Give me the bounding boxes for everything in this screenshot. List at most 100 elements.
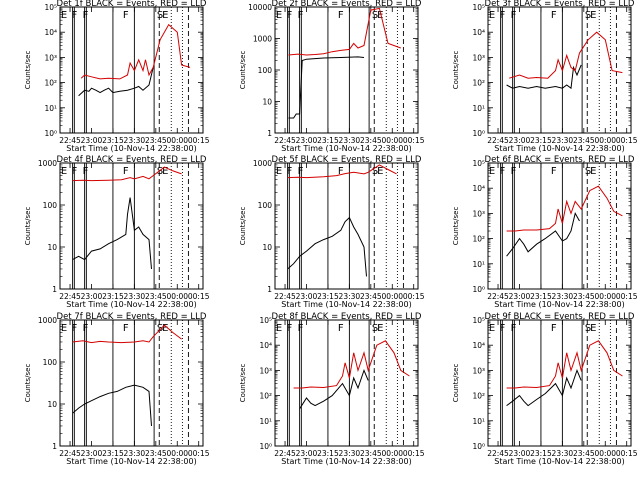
x-tick-label: 00:00 [594, 292, 616, 301]
y-tick-label: 100 [43, 201, 58, 210]
event-marker-letter: F [298, 166, 304, 177]
events-series-line [78, 67, 154, 97]
event-marker-letter: E [61, 166, 67, 177]
event-marker-letter: E [61, 323, 67, 334]
x-tick-label: 00:15 [403, 136, 425, 145]
event-marker-letter: E [276, 166, 282, 177]
x-axis-label: Start Time (10-Nov-14 22:38:00) [281, 144, 411, 153]
x-tick-label: 00:15 [616, 449, 638, 458]
event-marker-letter: F [286, 10, 292, 21]
y-tick-label: 10¹ [44, 104, 57, 113]
y-tick-label: 10⁰ [44, 129, 57, 138]
event-marker-letter: F [71, 166, 77, 177]
lld-series-line [506, 340, 623, 389]
event-marker-letter: E [377, 323, 383, 334]
lld-series-line [506, 185, 623, 232]
lld-series-line [288, 7, 401, 56]
x-tick-label: 23:45 [573, 136, 595, 145]
event-marker-letter: E [489, 166, 495, 177]
x-axis-label: Start Time (10-Nov-14 22:38:00) [494, 457, 624, 466]
event-marker-letter: F [499, 10, 505, 21]
event-marker-letter: F [499, 323, 505, 334]
lld-series-line [287, 164, 397, 179]
y-tick-label: 10⁵ [472, 3, 485, 12]
x-tick-label: 00:00 [594, 136, 616, 145]
panel-title: Det 1f BLACK = Events, RED = LLD [57, 0, 207, 9]
event-marker-letter: F [83, 166, 89, 177]
y-tick-label: 10¹ [472, 104, 485, 113]
event-marker-letter: E [489, 10, 495, 21]
y-tick-label: 10³ [472, 366, 485, 375]
x-axis-label: Start Time (10-Nov-14 22:38:00) [281, 457, 411, 466]
y-tick-label: 10¹ [472, 417, 485, 426]
x-tick-label: 22:45 [59, 449, 81, 458]
x-tick-label: 23:30 [124, 292, 146, 301]
y-tick-label: 10³ [472, 209, 485, 218]
plot-frame [59, 162, 204, 290]
y-tick-label: 1 [52, 442, 57, 451]
event-marker-letter: F [298, 10, 304, 21]
y-tick-label: 10² [259, 392, 272, 401]
x-tick-label: 00:15 [188, 292, 210, 301]
event-marker-letter: F [123, 166, 129, 177]
plot-frame [274, 319, 419, 447]
x-tick-label: 22:45 [59, 136, 81, 145]
event-marker-letter: E [377, 10, 383, 21]
y-tick-label: 1 [267, 129, 272, 138]
x-tick-label: 23:30 [124, 136, 146, 145]
event-marker-letter: F [511, 323, 517, 334]
x-tick-label: 23:00 [81, 292, 103, 301]
y-tick-label: 1 [52, 285, 57, 294]
plot-frame [487, 6, 632, 134]
x-tick-label: 23:15 [530, 449, 552, 458]
x-axis-label: Start Time (10-Nov-14 22:38:00) [281, 300, 411, 309]
y-tick-label: 100 [43, 358, 58, 367]
y-tick-label: 10³ [44, 53, 57, 62]
x-tick-label: 23:15 [102, 136, 124, 145]
event-marker-letter: S [157, 166, 163, 177]
x-tick-label: 23:15 [530, 136, 552, 145]
event-marker-letter: S [372, 10, 378, 21]
event-marker-letter: S [585, 10, 591, 21]
event-marker-letter: F [338, 323, 344, 334]
y-tick-label: 1000 [253, 35, 272, 44]
events-series-line [288, 56, 365, 119]
y-tick-label: 10¹ [472, 260, 485, 269]
y-axis-label: Counts/sec [24, 364, 32, 403]
x-tick-label: 23:15 [317, 136, 339, 145]
event-marker-letter: F [338, 10, 344, 21]
y-tick-label: 10³ [259, 366, 272, 375]
lld-series-line [80, 23, 191, 80]
x-tick-label: 23:00 [81, 136, 103, 145]
x-axis-label: Start Time (10-Nov-14 22:38:00) [66, 144, 196, 153]
plot-frame [59, 6, 204, 134]
y-tick-label: 10⁰ [472, 442, 485, 451]
x-tick-label: 23:00 [296, 449, 318, 458]
x-tick-label: 00:15 [616, 136, 638, 145]
events-series-line [287, 216, 367, 277]
plot-frame [487, 319, 632, 447]
x-tick-label: 00:00 [381, 136, 403, 145]
x-tick-label: 23:45 [145, 449, 167, 458]
x-tick-label: 00:00 [594, 449, 616, 458]
lld-series-line [293, 340, 410, 389]
y-axis-label: Counts/sec [452, 207, 460, 246]
y-tick-label: 100 [258, 201, 273, 210]
y-tick-label: 1000 [38, 316, 57, 325]
events-series-line [72, 384, 152, 427]
x-tick-label: 23:30 [552, 292, 574, 301]
events-series-line [506, 212, 580, 257]
x-tick-label: 23:15 [102, 292, 124, 301]
x-tick-label: 23:45 [573, 449, 595, 458]
y-tick-label: 10⁴ [472, 341, 485, 350]
x-tick-label: 23:15 [530, 292, 552, 301]
events-series-line [506, 368, 582, 407]
y-axis-label: Counts/sec [239, 207, 247, 246]
event-marker-letter: S [372, 323, 378, 334]
event-marker-letter: F [551, 166, 557, 177]
event-marker-letter: F [551, 323, 557, 334]
event-marker-letter: F [298, 323, 304, 334]
x-tick-label: 23:00 [296, 292, 318, 301]
plot-frame [487, 162, 632, 290]
